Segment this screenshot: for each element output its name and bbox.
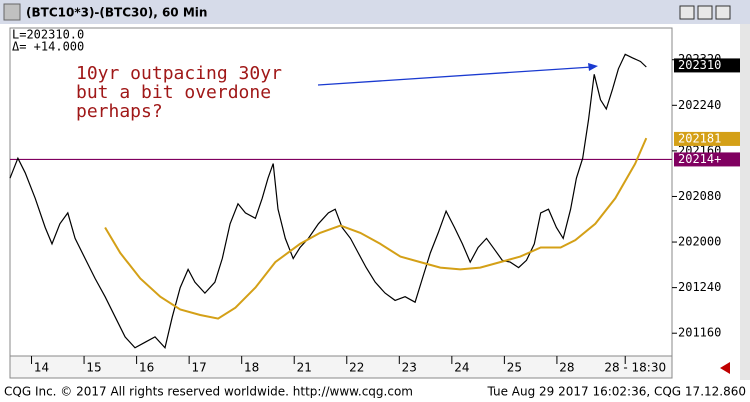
- footer-right: Tue Aug 29 2017 16:02:36, CQG 17.12.860: [486, 385, 746, 399]
- x-tick-label: 28: [559, 361, 574, 375]
- x-tick-label: 18: [244, 361, 259, 375]
- x-tick-label: 21: [297, 361, 312, 375]
- price-marker: [674, 152, 740, 167]
- price-marker: [674, 58, 740, 73]
- price-marker: [674, 131, 740, 146]
- chart-title: (BTC10*3)-(BTC30), 60 Min: [26, 6, 207, 20]
- close-button[interactable]: [715, 5, 731, 20]
- annotation: 10yr outpacing 30yr: [76, 63, 282, 84]
- annotation-arrow: [317, 66, 593, 86]
- x-axis-strip: [9, 355, 673, 379]
- annotation: perhaps?: [76, 101, 163, 122]
- window-icon: [3, 3, 21, 21]
- y-tick-label: 201160: [678, 326, 721, 340]
- scroll-arrow[interactable]: [720, 362, 730, 374]
- y-tick-label: 201240: [678, 280, 721, 294]
- y-tick-label: 202000: [678, 235, 721, 249]
- x-tick-label: 22: [349, 361, 364, 375]
- series-line: [9, 53, 647, 350]
- x-tick-label: 28 - 18:30: [604, 361, 666, 375]
- price-marker-label: 20214+: [678, 152, 721, 166]
- y-tick-label: 202080: [678, 189, 721, 203]
- x-tick-label: 16: [139, 361, 154, 375]
- price-marker-label: 202310: [678, 58, 721, 72]
- info-delta: Δ= +14.000: [12, 40, 84, 54]
- footer-left: CQG Inc. © 2017 All rights reserved worl…: [4, 385, 413, 399]
- maximize-button[interactable]: [697, 5, 713, 20]
- title-bar: [0, 0, 750, 24]
- arrow-head: [588, 63, 598, 71]
- x-tick-label: 23: [402, 361, 417, 375]
- x-tick-label: 25: [507, 361, 522, 375]
- scrollbar: [740, 24, 750, 380]
- x-tick-label: 17: [192, 361, 207, 375]
- annotation: but a bit overdone: [76, 82, 271, 103]
- x-tick-label: 15: [86, 361, 101, 375]
- x-tick-label: 14: [34, 361, 49, 375]
- price-marker-label: 202181: [678, 131, 721, 145]
- x-tick-label: 24: [454, 361, 469, 375]
- info-last: L=202310.0: [12, 28, 84, 42]
- y-tick-label: 202240: [678, 98, 721, 112]
- minimize-button[interactable]: [679, 5, 695, 20]
- series-line: [104, 137, 648, 320]
